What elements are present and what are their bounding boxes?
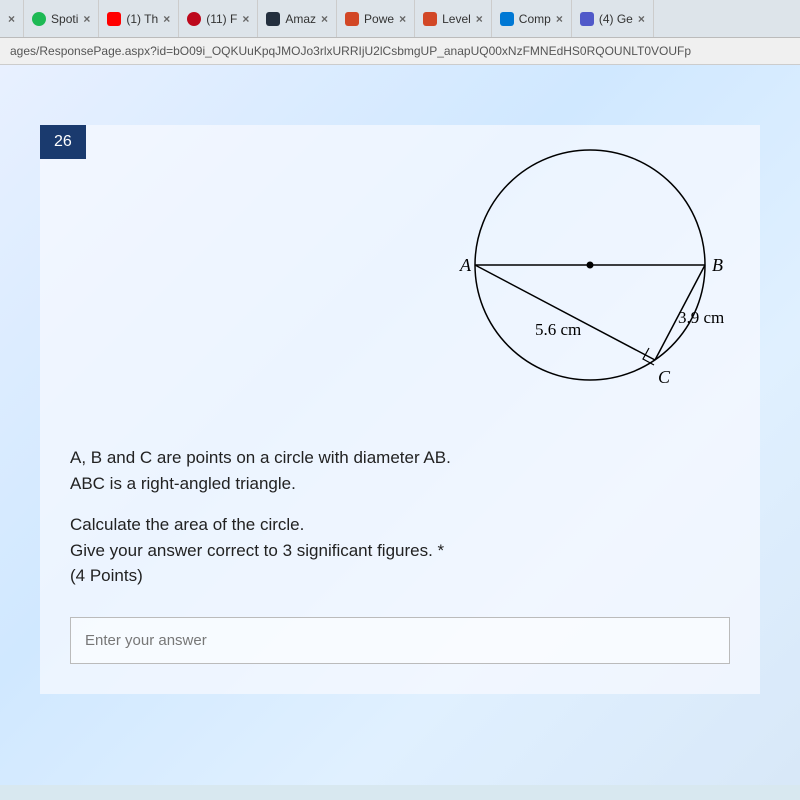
measure-AC: 5.6 cm <box>535 320 581 339</box>
close-icon[interactable]: × <box>163 12 170 26</box>
browser-tab-strip: × Spoti × (1) Th × (11) F × Amaz × Powe × Lev… <box>0 0 800 38</box>
tab-amazon[interactable]: Amaz × <box>258 0 337 37</box>
close-icon[interactable]: × <box>638 12 645 26</box>
page-content: 26 A B C 5.6 cm 3.9 cm A, B and C are po… <box>0 65 800 785</box>
text-points: (4 Points) <box>70 566 143 585</box>
close-icon[interactable]: × <box>476 12 483 26</box>
powerpoint-icon <box>423 12 437 26</box>
question-number: 26 <box>40 125 86 159</box>
tab-pinterest[interactable]: (11) F × <box>179 0 258 37</box>
answer-input[interactable]: Enter your answer <box>70 617 730 664</box>
text-line3: Calculate the area of the circle. <box>70 515 304 534</box>
diagram-svg: A B C 5.6 cm 3.9 cm <box>440 135 740 415</box>
close-icon[interactable]: × <box>399 12 406 26</box>
label-C: C <box>658 367 671 387</box>
tab-spotify[interactable]: Spoti × <box>24 0 99 37</box>
teams-icon <box>580 12 594 26</box>
close-icon[interactable]: × <box>321 12 328 26</box>
close-icon[interactable]: × <box>556 12 563 26</box>
powerpoint-icon <box>345 12 359 26</box>
tab-label: Powe <box>364 12 394 26</box>
question-card: 26 A B C 5.6 cm 3.9 cm A, B and C are po… <box>40 125 760 694</box>
pinterest-icon <box>187 12 201 26</box>
tab-label: (11) F <box>206 12 237 26</box>
text-line4: Give your answer correct to 3 significan… <box>70 541 444 560</box>
text-line2: ABC is a right-angled triangle. <box>70 474 296 493</box>
tab-comp[interactable]: Comp × <box>492 0 572 37</box>
answer-placeholder: Enter your answer <box>85 632 207 649</box>
close-icon[interactable]: × <box>83 12 90 26</box>
tab-youtube[interactable]: (1) Th × <box>99 0 179 37</box>
circle-diagram: A B C 5.6 cm 3.9 cm <box>440 135 740 415</box>
tab-label: (1) Th <box>126 12 158 26</box>
tab-level[interactable]: Level × <box>415 0 492 37</box>
spotify-icon <box>32 12 46 26</box>
tab-label: Spoti <box>51 12 78 26</box>
tab-label: Level <box>442 12 471 26</box>
tab-0[interactable]: × <box>0 0 24 37</box>
tab-powerpoint[interactable]: Powe × <box>337 0 415 37</box>
url-text: ages/ResponsePage.aspx?id=bO09i_OQKUuKpq… <box>10 44 691 58</box>
label-A: A <box>459 255 472 275</box>
youtube-icon <box>107 12 121 26</box>
text-line1: A, B and C are points on a circle with d… <box>70 448 451 467</box>
center-dot <box>587 262 594 269</box>
chord-AC <box>475 265 655 360</box>
tab-label: Amaz <box>285 12 316 26</box>
close-icon[interactable]: × <box>8 12 15 26</box>
forms-icon <box>500 12 514 26</box>
tab-teams[interactable]: (4) Ge × <box>572 0 654 37</box>
url-bar[interactable]: ages/ResponsePage.aspx?id=bO09i_OQKUuKpq… <box>0 38 800 65</box>
label-B: B <box>712 255 723 275</box>
tab-label: (4) Ge <box>599 12 633 26</box>
close-icon[interactable]: × <box>242 12 249 26</box>
tab-label: Comp <box>519 12 551 26</box>
amazon-icon <box>266 12 280 26</box>
measure-BC: 3.9 cm <box>678 308 724 327</box>
